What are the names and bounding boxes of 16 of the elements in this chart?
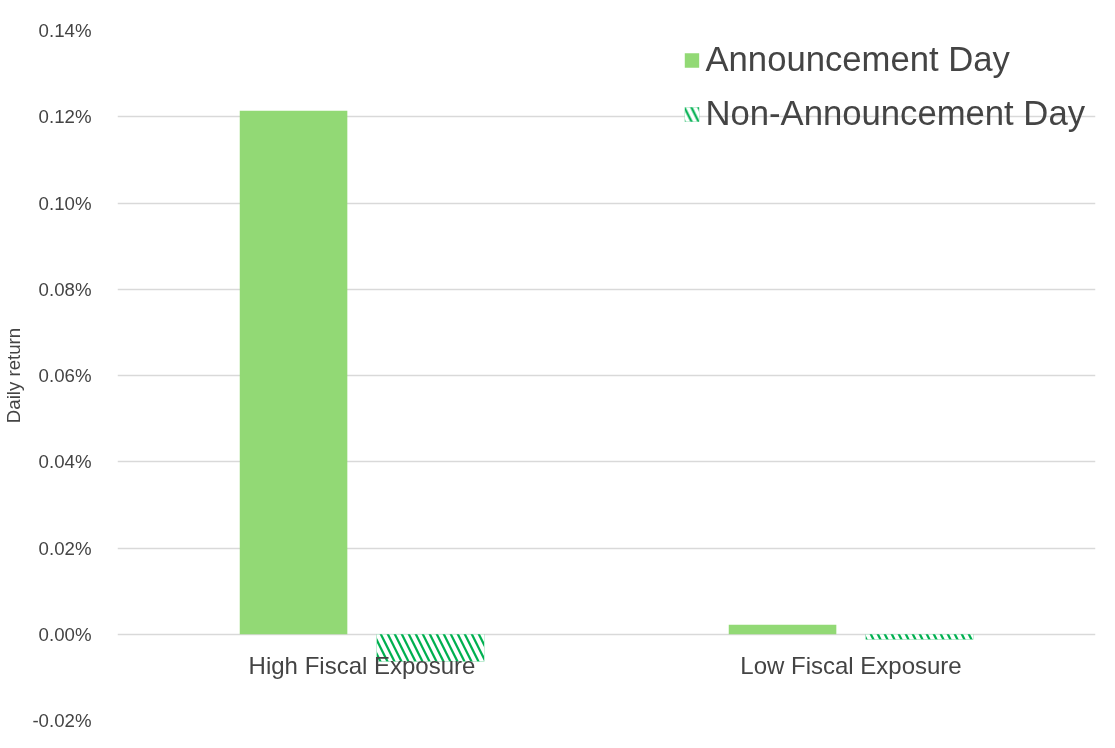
y-tick-label: 0.08% bbox=[38, 278, 92, 300]
y-axis-title: Daily return bbox=[3, 327, 25, 424]
legend-label: Announcement Day bbox=[705, 40, 1010, 79]
y-tick-label: 0.12% bbox=[38, 106, 92, 128]
y-tick-label: 0.06% bbox=[38, 365, 92, 386]
y-tick-label: 0.10% bbox=[38, 192, 92, 214]
bar bbox=[239, 110, 348, 635]
bar bbox=[728, 624, 837, 635]
y-tick-label: 0.02% bbox=[38, 537, 92, 559]
x-tick-label: Low Fiscal Exposure bbox=[740, 652, 962, 680]
y-tick-label: 0.14% bbox=[38, 20, 92, 41]
y-tick-label: 0.00% bbox=[38, 623, 92, 645]
y-tick-label: -0.02% bbox=[32, 710, 92, 731]
x-tick-label: High Fiscal Exposure bbox=[248, 652, 476, 680]
legend-label: Non-Announcement Day bbox=[705, 94, 1085, 133]
y-tick-label: 0.04% bbox=[38, 451, 92, 473]
